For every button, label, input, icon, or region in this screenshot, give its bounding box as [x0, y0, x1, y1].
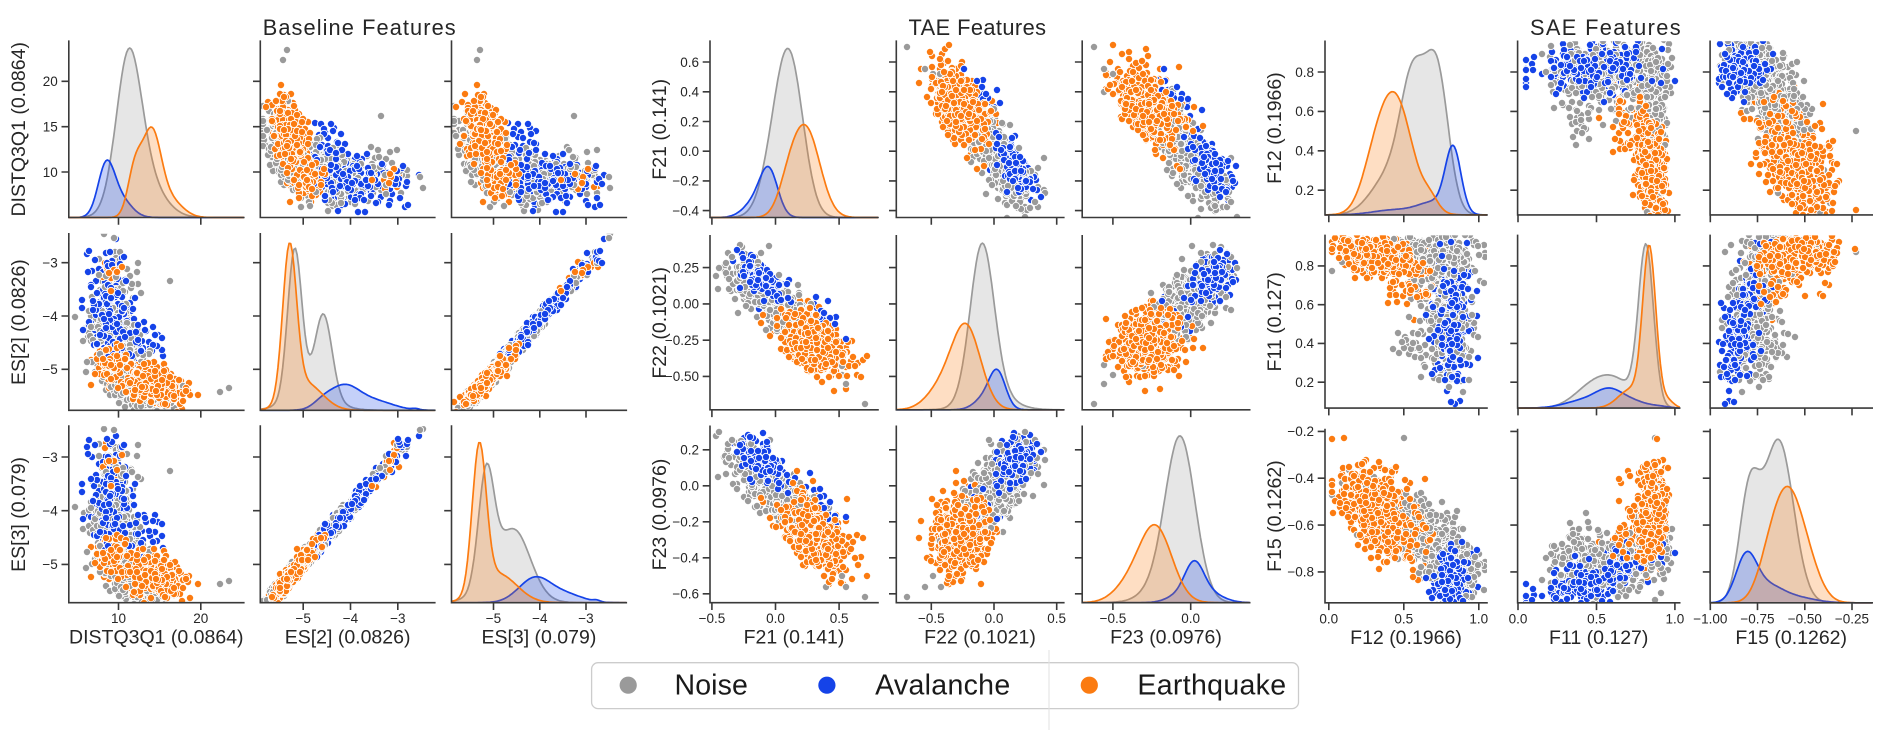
svg-text:ES[3] (0.079): ES[3] (0.079): [8, 457, 30, 572]
svg-text:−0.2: −0.2: [672, 515, 699, 530]
svg-text:0.00: 0.00: [673, 297, 699, 312]
svg-text:0.4: 0.4: [1295, 144, 1314, 159]
svg-text:0.2: 0.2: [1295, 375, 1314, 390]
svg-text:−3: −3: [42, 450, 57, 465]
svg-text:−0.6: −0.6: [1287, 518, 1314, 533]
svg-text:F11 (0.127): F11 (0.127): [1549, 627, 1648, 649]
svg-text:−5: −5: [42, 362, 57, 377]
svg-text:ES[2] (0.0826): ES[2] (0.0826): [8, 259, 30, 385]
svg-text:F23 (0.0976): F23 (0.0976): [649, 459, 671, 571]
svg-text:1.0: 1.0: [1666, 611, 1685, 626]
svg-text:−5: −5: [486, 611, 501, 626]
svg-text:F22 (0.1021): F22 (0.1021): [649, 267, 671, 379]
svg-text:0.8: 0.8: [1295, 259, 1314, 274]
svg-text:F21 (0.141): F21 (0.141): [649, 79, 671, 180]
svg-text:F15 (0.1262): F15 (0.1262): [1735, 627, 1847, 649]
svg-text:−0.4: −0.4: [672, 551, 699, 566]
svg-text:ES[2] (0.0826): ES[2] (0.0826): [285, 627, 411, 649]
svg-text:−0.50: −0.50: [665, 369, 699, 384]
svg-text:−5: −5: [295, 611, 310, 626]
svg-text:−1.00: −1.00: [1693, 611, 1727, 626]
svg-text:0.2: 0.2: [680, 443, 699, 458]
svg-text:15: 15: [43, 120, 58, 135]
svg-text:0.25: 0.25: [673, 260, 699, 275]
svg-text:−0.2: −0.2: [1287, 424, 1314, 439]
svg-text:0.0: 0.0: [680, 144, 699, 159]
svg-text:Noise: Noise: [675, 669, 748, 701]
svg-text:0.4: 0.4: [680, 85, 699, 100]
svg-text:0.5: 0.5: [1394, 611, 1413, 626]
svg-text:0.5: 0.5: [1587, 611, 1606, 626]
svg-text:F21 (0.141): F21 (0.141): [744, 627, 845, 649]
svg-text:−3: −3: [390, 611, 405, 626]
svg-text:SAE Features: SAE Features: [1530, 15, 1681, 40]
svg-text:0.6: 0.6: [680, 55, 699, 70]
svg-text:−4: −4: [532, 611, 548, 626]
svg-text:−0.2: −0.2: [672, 174, 699, 189]
svg-text:−0.25: −0.25: [1835, 611, 1869, 626]
svg-text:F12 (0.1966): F12 (0.1966): [1264, 72, 1286, 184]
svg-text:0.6: 0.6: [1295, 298, 1314, 313]
svg-text:0.4: 0.4: [1295, 336, 1314, 351]
svg-text:Avalanche: Avalanche: [875, 669, 1010, 701]
svg-text:−0.50: −0.50: [1788, 611, 1822, 626]
svg-text:TAE Features: TAE Features: [909, 15, 1047, 40]
svg-text:−0.4: −0.4: [1287, 471, 1314, 486]
svg-text:−0.8: −0.8: [1287, 565, 1314, 580]
svg-text:0.8: 0.8: [1295, 65, 1314, 80]
svg-text:F23 (0.0976): F23 (0.0976): [1110, 627, 1222, 649]
svg-text:F22 (0.1021): F22 (0.1021): [924, 627, 1036, 649]
svg-text:−0.6: −0.6: [672, 587, 699, 602]
svg-text:0.2: 0.2: [680, 114, 699, 129]
svg-text:0.0: 0.0: [1181, 611, 1200, 626]
svg-text:0.0: 0.0: [1509, 611, 1528, 626]
svg-text:−3: −3: [578, 611, 593, 626]
svg-text:0.5: 0.5: [830, 611, 849, 626]
svg-text:0.0: 0.0: [985, 611, 1004, 626]
svg-text:−0.5: −0.5: [699, 611, 726, 626]
svg-text:−0.4: −0.4: [672, 203, 699, 218]
svg-text:0.0: 0.0: [1319, 611, 1338, 626]
svg-text:0.2: 0.2: [1295, 183, 1314, 198]
svg-text:Baseline Features: Baseline Features: [263, 15, 456, 40]
svg-text:F12 (0.1966): F12 (0.1966): [1350, 627, 1462, 649]
svg-text:0.0: 0.0: [680, 479, 699, 494]
svg-text:10: 10: [43, 165, 58, 180]
svg-text:10: 10: [111, 611, 126, 626]
svg-text:−0.5: −0.5: [918, 611, 945, 626]
svg-text:−0.75: −0.75: [1740, 611, 1774, 626]
svg-text:20: 20: [193, 611, 208, 626]
svg-text:−5: −5: [42, 557, 57, 572]
svg-text:0.6: 0.6: [1295, 104, 1314, 119]
svg-text:−0.25: −0.25: [665, 333, 699, 348]
svg-text:F11 (0.127): F11 (0.127): [1264, 272, 1286, 371]
svg-text:1.0: 1.0: [1469, 611, 1488, 626]
svg-text:20: 20: [43, 74, 58, 89]
svg-text:F15 (0.1262): F15 (0.1262): [1264, 460, 1286, 572]
svg-text:Earthquake: Earthquake: [1137, 669, 1286, 701]
svg-text:−4: −4: [343, 611, 359, 626]
svg-text:DISTQ3Q1 (0.0864): DISTQ3Q1 (0.0864): [69, 627, 244, 649]
svg-text:−4: −4: [42, 309, 58, 324]
svg-text:−3: −3: [42, 256, 57, 271]
svg-text:0.0: 0.0: [766, 611, 785, 626]
svg-text:ES[3] (0.079): ES[3] (0.079): [481, 627, 596, 649]
svg-text:−0.5: −0.5: [1100, 611, 1127, 626]
svg-text:DISTQ3Q1 (0.0864): DISTQ3Q1 (0.0864): [8, 42, 30, 217]
svg-text:0.5: 0.5: [1047, 611, 1066, 626]
svg-text:−4: −4: [42, 504, 58, 519]
